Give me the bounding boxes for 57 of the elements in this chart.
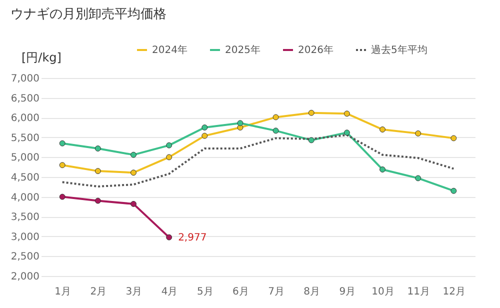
point (344, 130, 350, 136)
y-tick-label: 3,500 (10, 212, 40, 224)
y-tick-label: 3,000 (10, 232, 40, 243)
point (415, 130, 422, 136)
point (202, 124, 208, 130)
x-tick-label: 10月 (372, 286, 394, 298)
legend-label: 過去5年平均 (371, 44, 428, 56)
point (202, 132, 208, 139)
point (130, 200, 136, 207)
x-tick-label: 5月 (196, 286, 214, 298)
point (344, 110, 350, 117)
y-tick-label: 7,000 (10, 74, 40, 84)
x-tick-label: 3月 (126, 286, 142, 298)
point (380, 166, 386, 172)
point (166, 142, 172, 148)
point (272, 128, 279, 134)
y-axis-title: [円/kg] (22, 50, 62, 64)
x-tick-label: 4月 (161, 286, 178, 298)
point (237, 120, 244, 126)
x-tick-label: 9月 (339, 286, 356, 298)
legend-label: 2026年 (298, 44, 334, 56)
point (94, 146, 101, 152)
y-tick-label: 5,000 (10, 152, 40, 164)
y-tick-label: 4,500 (10, 172, 40, 184)
point (130, 170, 136, 176)
legend-label: 2025年 (225, 44, 260, 56)
point (94, 198, 101, 204)
point (450, 188, 457, 194)
point (59, 162, 66, 168)
x-tick-label: 8月 (304, 286, 320, 298)
point (94, 168, 101, 174)
x-tick-label: 2月 (90, 286, 107, 298)
point (380, 126, 386, 132)
point (450, 135, 457, 142)
point (130, 152, 136, 158)
y-tick-label: 2,000 (10, 272, 40, 282)
x-tick-label: 7月 (268, 286, 284, 298)
x-tick-label: 12月 (442, 286, 466, 298)
annotation: 2,977 (178, 232, 207, 244)
y-tick-label: 6,000 (10, 113, 40, 124)
y-tick-label: 6,500 (10, 93, 40, 104)
point (308, 137, 314, 144)
y-tick-label: 4,000 (10, 192, 40, 204)
x-tick-label: 1月 (54, 286, 72, 298)
point (415, 175, 422, 182)
point (59, 194, 66, 200)
point (166, 154, 172, 160)
chart-title: ウナギの月別卸売平均価格 (10, 7, 166, 22)
legend-label: 2024年 (152, 44, 188, 56)
y-tick-label: 5,500 (10, 132, 40, 144)
point (59, 140, 66, 146)
point (166, 234, 172, 240)
x-tick-label: 6月 (232, 286, 249, 298)
point (272, 114, 279, 120)
point (308, 110, 314, 116)
x-tick-label: 11月 (407, 286, 430, 298)
y-tick-label: 2,500 (10, 252, 40, 263)
